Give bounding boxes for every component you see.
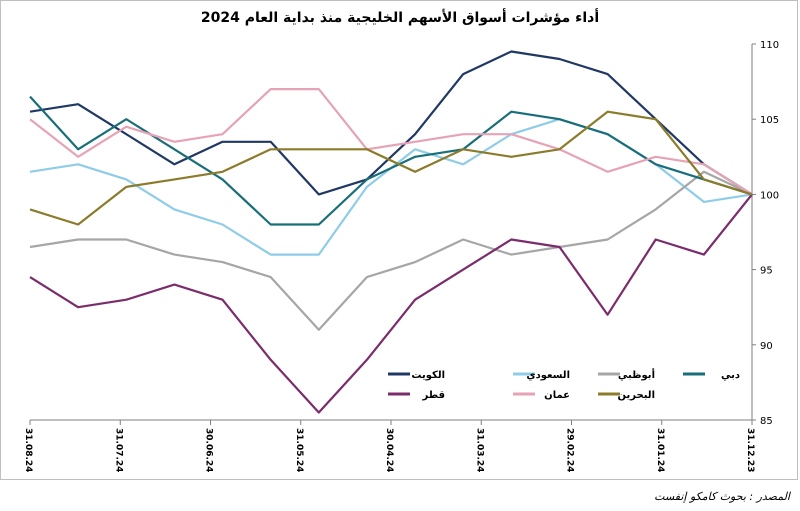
- y-tick-label: 100: [760, 190, 779, 201]
- y-tick-label: 95: [760, 266, 773, 277]
- legend-label: دبي: [721, 370, 740, 381]
- x-tick-label: 31.03.24: [474, 428, 484, 472]
- line-chart: 85 90 95 100 105 110 31.12.23 31.01.24 29.02.24 3…: [23, 40, 779, 472]
- chart-title: أداء مؤشرات أسواق الأسهم الخليجية منذ بد…: [200, 10, 600, 26]
- legend-label: عمان: [544, 390, 570, 401]
- chart-frame: [0, 0, 798, 480]
- series-line: [29, 110, 753, 226]
- chart-legend: الكويت السعودي أبوظبي دبي قطر عمان البحرين: [388, 368, 740, 401]
- y-tick-label: 105: [760, 115, 779, 126]
- y-tick-label: 110: [760, 40, 779, 51]
- x-tick-label: 31.08.24: [23, 428, 33, 472]
- chart-axes: 85 90 95 100 105 110 31.12.23 31.01.24 29.02.24 3…: [23, 40, 779, 472]
- series-line: [29, 118, 753, 256]
- legend-label: البحرين: [618, 390, 655, 401]
- legend-label: قطر: [421, 390, 445, 401]
- y-tick-label: 85: [760, 416, 773, 427]
- x-tick-label: 29.02.24: [565, 428, 575, 472]
- x-tick-label: 31.01.24: [655, 428, 665, 472]
- x-tick-label: 30.06.24: [204, 428, 214, 472]
- source-note: المصدر : بحوث كامكو إنفست: [654, 490, 790, 503]
- x-tick-label: 30.04.24: [384, 428, 394, 472]
- series-line: [29, 87, 753, 196]
- legend-label: الكويت: [411, 370, 445, 381]
- legend-label: أبوظبي: [618, 368, 655, 381]
- x-tick-label: 31.05.24: [294, 428, 304, 472]
- series-line: [29, 50, 753, 196]
- legend-label: السعودي: [526, 370, 570, 381]
- series-line: [29, 193, 753, 414]
- series-line: [29, 170, 753, 331]
- x-tick-label: 31.07.24: [113, 428, 123, 472]
- x-tick-label: 31.12.23: [745, 428, 755, 472]
- chart-series-lines: [29, 50, 753, 414]
- y-tick-label: 90: [760, 341, 773, 352]
